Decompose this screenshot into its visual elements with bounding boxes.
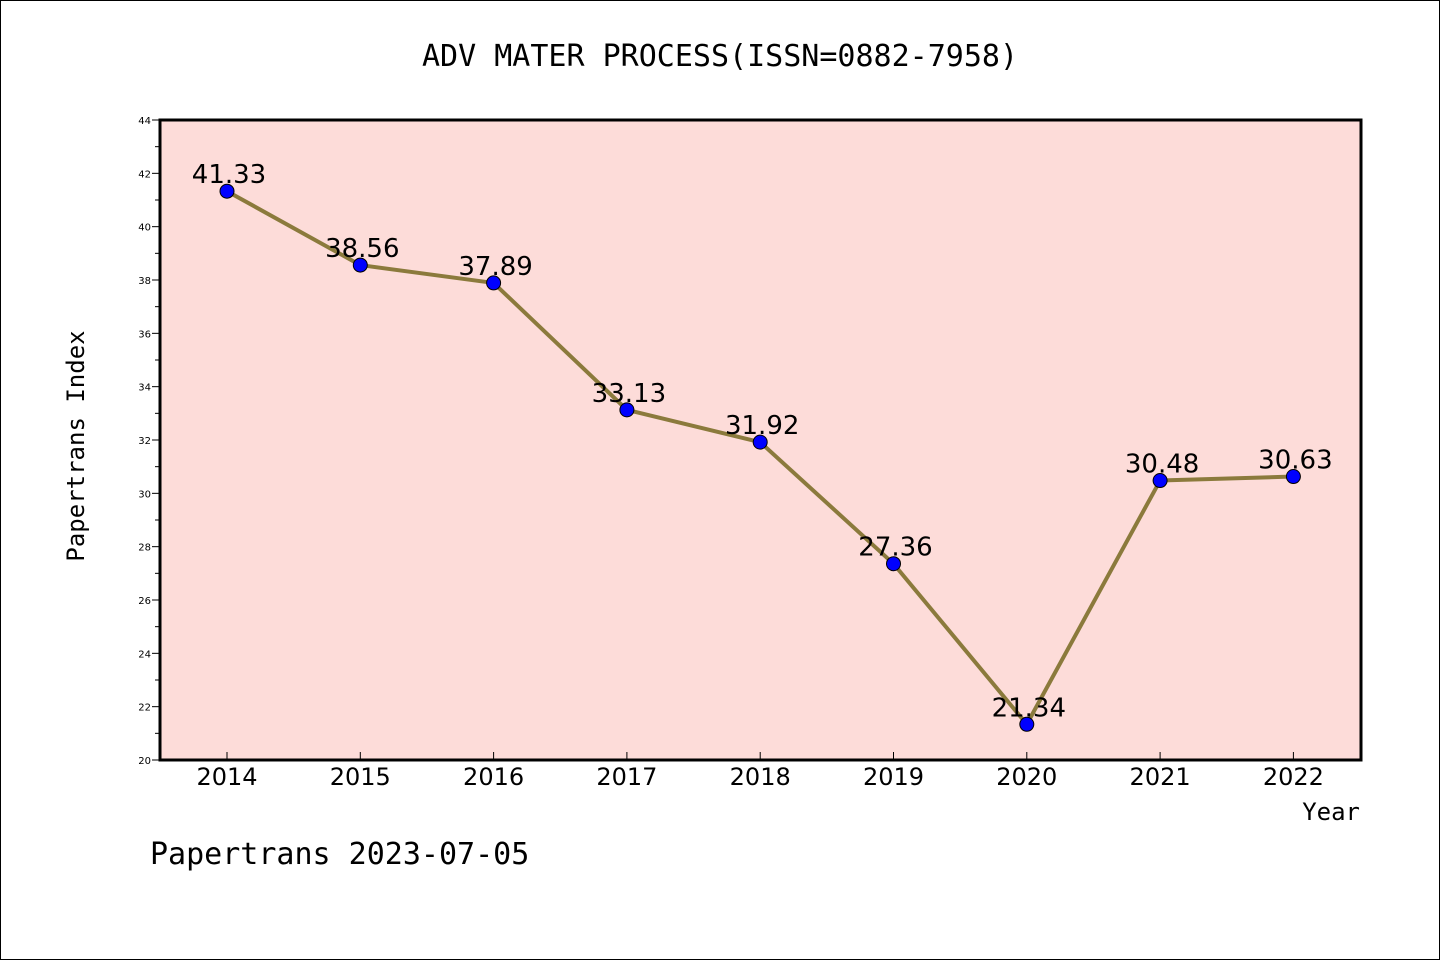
data-label: 21.34 xyxy=(992,693,1066,723)
data-label: 33.13 xyxy=(592,379,666,409)
y-tick-label: 32 xyxy=(138,436,151,447)
y-tick-label: 24 xyxy=(138,649,151,660)
data-label: 30.48 xyxy=(1125,450,1199,480)
data-point xyxy=(1019,716,1035,732)
x-tick-label: 2015 xyxy=(330,763,391,791)
data-label: 31.92 xyxy=(725,411,799,441)
x-tick-label: 2017 xyxy=(596,763,657,791)
data-label: 27.36 xyxy=(858,533,932,563)
x-tick-label: 2014 xyxy=(196,763,257,791)
y-tick-label: 40 xyxy=(138,223,151,234)
data-point xyxy=(219,183,235,199)
footer-text: Papertrans 2023-07-05 xyxy=(150,837,529,872)
data-label: 37.89 xyxy=(458,252,532,282)
y-tick-label: 38 xyxy=(138,276,151,287)
x-tick-label: 2022 xyxy=(1263,763,1324,791)
series-group: 41.33 38.56 37.89 33.13 31.92 27.36 21.34 30.48… xyxy=(192,160,1333,732)
data-point xyxy=(886,556,901,572)
data-label: 30.63 xyxy=(1258,446,1332,476)
x-tick-label: 2021 xyxy=(1130,763,1191,791)
y-axis-title: Papertrans Index xyxy=(62,330,90,561)
y-axis: 20 22 24 26 28 30 32 34 36 38 40 42 44 xyxy=(138,116,160,767)
y-tick-label: 30 xyxy=(138,489,151,500)
y-tick-label: 36 xyxy=(138,329,151,340)
chart-title: ADV MATER PROCESS(ISSN=0882-7958) xyxy=(422,39,1018,74)
y-tick-label: 22 xyxy=(138,703,151,714)
x-tick-label: 2019 xyxy=(863,763,924,791)
x-tick-label: 2018 xyxy=(730,763,791,791)
y-tick-label: 42 xyxy=(138,169,151,180)
y-tick-label: 26 xyxy=(138,596,151,607)
x-axis-title: Year xyxy=(1302,798,1360,826)
data-point xyxy=(1285,469,1301,485)
x-axis: 2014 2015 2016 2017 2018 2019 2020 2021 2022 xyxy=(196,752,1324,791)
y-tick-label: 20 xyxy=(138,756,151,767)
y-tick-label: 44 xyxy=(138,116,151,127)
data-point xyxy=(1152,473,1168,489)
data-point xyxy=(619,402,635,418)
data-point xyxy=(486,275,502,291)
y-tick-label: 34 xyxy=(138,383,151,394)
data-label: 38.56 xyxy=(325,234,399,264)
data-label: 41.33 xyxy=(192,160,266,190)
data-point xyxy=(752,434,768,450)
y-tick-label: 28 xyxy=(138,543,151,554)
x-tick-label: 2020 xyxy=(996,763,1057,791)
data-point xyxy=(352,257,368,273)
x-tick-label: 2016 xyxy=(463,763,524,791)
